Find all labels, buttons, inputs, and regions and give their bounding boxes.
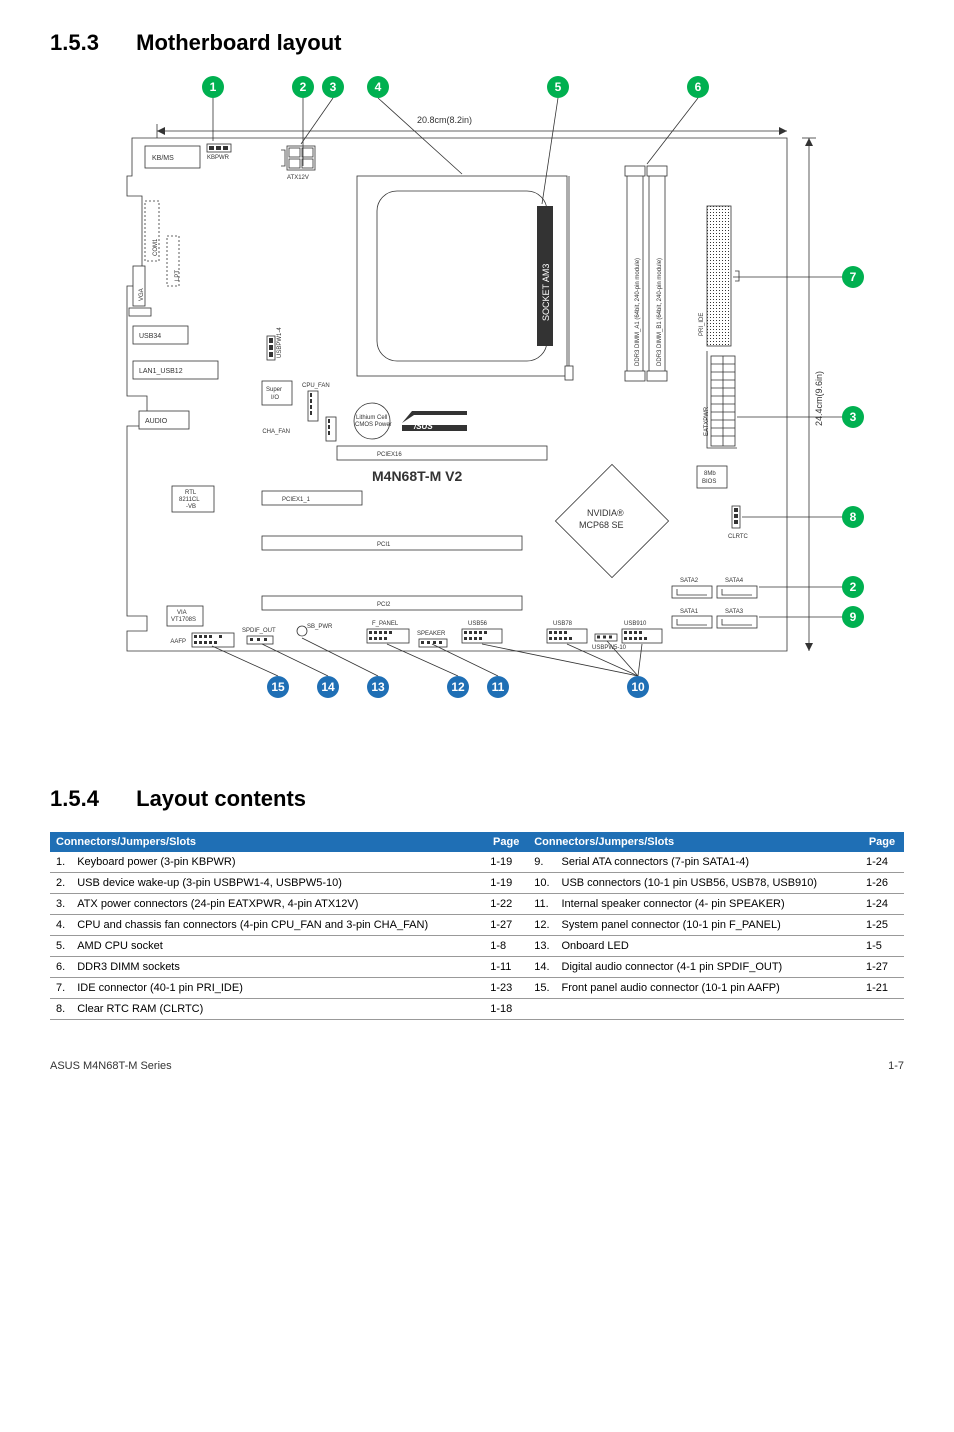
table-row: 3.ATX power connectors (24-pin EATXPWR, … [50, 894, 904, 915]
svg-text:VT1708S: VT1708S [171, 617, 196, 623]
section-2-num: 1.5.4 [50, 786, 130, 812]
svg-text:ATX12V: ATX12V [287, 175, 309, 181]
svg-text:USBPW5-10: USBPW5-10 [592, 645, 627, 651]
sata: SATA2 SATA4 SATA1 SATA3 [672, 578, 757, 628]
svg-text:NVIDIA®: NVIDIA® [587, 508, 624, 518]
svg-text:M4N68T-M V2: M4N68T-M V2 [372, 468, 462, 484]
svg-text:DDR3 DIMM_B1 (64bit, 240-pin m: DDR3 DIMM_B1 (64bit, 240-pin module) [657, 258, 663, 366]
svg-text:SATA2: SATA2 [680, 578, 699, 584]
svg-text:PCI2: PCI2 [377, 602, 391, 608]
dimm-slots: DDR3 DIMM_A1 (64bit, 240-pin module) DDR… [625, 166, 667, 381]
section-1-text: Motherboard layout [136, 30, 341, 55]
svg-text:8211CL: 8211CL [179, 497, 200, 503]
callout-1: 1 [202, 76, 224, 98]
table-row: 4.CPU and chassis fan connectors (4-pin … [50, 915, 904, 936]
callout-b-14: 14 [317, 676, 339, 698]
svg-text:Super: Super [266, 387, 282, 393]
svg-text:KBPWR: KBPWR [207, 155, 230, 161]
callout-b-10: 10 [627, 676, 649, 698]
callout-6: 6 [687, 76, 709, 98]
svg-text:RTL: RTL [185, 490, 197, 496]
svg-text:8Mb: 8Mb [704, 471, 716, 477]
th-right: Connectors/Jumpers/Slots [528, 832, 860, 852]
svg-text:I/O: I/O [271, 395, 279, 401]
svg-text:SATA1: SATA1 [680, 609, 699, 615]
eatxpwr: EATXPWR [704, 351, 737, 448]
contents-table: Connectors/Jumpers/Slots Page Connectors… [50, 832, 904, 1020]
callout-b-13: 13 [367, 676, 389, 698]
table-row: 7.IDE connector (40-1 pin PRI_IDE)1-2315… [50, 978, 904, 999]
svg-text:COM1: COM1 [153, 238, 159, 256]
svg-text:USB56: USB56 [468, 621, 488, 627]
svg-text:VGA: VGA [139, 288, 145, 301]
table-row: 8.Clear RTC RAM (CLRTC)1-18 [50, 999, 904, 1020]
svg-text:/SUS: /SUS [413, 422, 433, 431]
pri-ide: PRI_IDE [699, 206, 739, 346]
callout-b-11: 11 [487, 676, 509, 698]
footer-left: ASUS M4N68T-M Series [50, 1060, 172, 1072]
section-2-title: 1.5.4 Layout contents [50, 786, 904, 812]
footer-right: 1-7 [888, 1060, 904, 1072]
svg-text:CPU_FAN: CPU_FAN [302, 383, 330, 389]
page-footer: ASUS M4N68T-M Series 1-7 [50, 1060, 904, 1072]
svg-text:PCI1: PCI1 [377, 542, 391, 548]
cpu-socket: SOCKET AM3 [357, 176, 573, 380]
svg-text:PRI_IDE: PRI_IDE [699, 313, 705, 336]
callout-r-8: 8 [842, 506, 864, 528]
svg-text:SOCKET AM3: SOCKET AM3 [541, 264, 551, 321]
callout-b-12: 12 [447, 676, 469, 698]
svg-text:SPDIF_OUT: SPDIF_OUT [242, 628, 276, 634]
svg-text:VIA: VIA [177, 610, 187, 616]
th-page-l: Page [484, 832, 528, 852]
svg-text:DDR3 DIMM_A1 (64bit, 240-pin m: DDR3 DIMM_A1 (64bit, 240-pin module) [635, 258, 641, 366]
svg-text:CMOS Power: CMOS Power [355, 422, 392, 428]
callout-2: 2 [292, 76, 314, 98]
svg-text:SATA4: SATA4 [725, 578, 744, 584]
svg-text:AAFP: AAFP [170, 639, 186, 645]
svg-text:AUDIO: AUDIO [145, 418, 168, 425]
callout-r-7: 7 [842, 266, 864, 288]
svg-text:SPEAKER: SPEAKER [417, 631, 446, 637]
callout-b-15: 15 [267, 676, 289, 698]
svg-text:CLRTC: CLRTC [728, 534, 749, 540]
callout-3: 3 [322, 76, 344, 98]
svg-text:20.8cm(8.2in): 20.8cm(8.2in) [417, 115, 472, 125]
callout-r-3: 3 [842, 406, 864, 428]
svg-text:Lithium Cell: Lithium Cell [356, 415, 387, 421]
svg-text:USB910: USB910 [624, 621, 647, 627]
callout-r-2: 2 [842, 576, 864, 598]
svg-text:F_PANEL: F_PANEL [372, 621, 399, 627]
callout-5: 5 [547, 76, 569, 98]
motherboard-diagram: 123456 73829 151413121110 20.8cm(8.2in) [67, 76, 887, 756]
width-dim: 20.8cm(8.2in) [157, 115, 787, 138]
svg-text:PCIEX1_1: PCIEX1_1 [282, 497, 311, 503]
callout-r-9: 9 [842, 606, 864, 628]
svg-text:LAN1_USB12: LAN1_USB12 [139, 368, 183, 375]
th-left: Connectors/Jumpers/Slots [50, 832, 484, 852]
svg-text:KB/MS: KB/MS [152, 155, 174, 162]
callout-4: 4 [367, 76, 389, 98]
th-page-r: Page [860, 832, 904, 852]
table-row: 6.DDR3 DIMM sockets1-1114.Digital audio … [50, 957, 904, 978]
svg-text:USBPW1-4: USBPW1-4 [277, 327, 283, 358]
section-2-text: Layout contents [136, 786, 306, 811]
svg-text:SB_PWR: SB_PWR [307, 624, 333, 630]
svg-text:USB78: USB78 [553, 621, 573, 627]
board-svg: 20.8cm(8.2in) 24.4cm(9.6in) KB/MS KBPWR [67, 76, 887, 756]
table-row: 2.USB device wake-up (3-pin USBPW1-4, US… [50, 873, 904, 894]
svg-text:MCP68 SE: MCP68 SE [579, 520, 624, 530]
height-dim: 24.4cm(9.6in) [802, 138, 824, 651]
svg-text:CHA_FAN: CHA_FAN [262, 429, 290, 435]
section-1-num: 1.5.3 [50, 30, 130, 56]
svg-text:-VB: -VB [186, 504, 196, 510]
svg-text:BIOS: BIOS [702, 479, 716, 485]
section-1-title: 1.5.3 Motherboard layout [50, 30, 904, 56]
svg-text:PCIEX16: PCIEX16 [377, 452, 402, 458]
svg-text:USB34: USB34 [139, 333, 161, 340]
svg-text:LPT: LPT [175, 270, 181, 281]
svg-text:24.4cm(9.6in): 24.4cm(9.6in) [814, 371, 824, 426]
svg-text:SATA3: SATA3 [725, 609, 744, 615]
table-row: 1.Keyboard power (3-pin KBPWR)1-199.Seri… [50, 852, 904, 873]
table-row: 5.AMD CPU socket1-813.Onboard LED1-5 [50, 936, 904, 957]
